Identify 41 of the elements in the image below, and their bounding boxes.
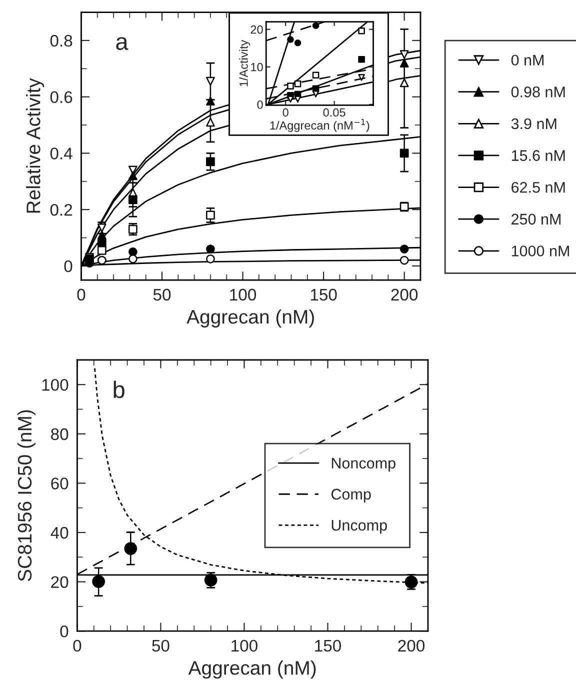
y-axis-title: SC81956 IC50 (nM): [17, 410, 36, 582]
y-tick-label: 0: [257, 100, 263, 109]
x-tick-label: 0.05: [323, 108, 346, 117]
y-tick-label: 10: [251, 62, 263, 72]
y-tick-label: 20: [250, 25, 263, 34]
y-tick-label: 80: [51, 428, 68, 440]
y-tick-label: 0.4: [50, 148, 72, 160]
y-tick-label: 0.6: [50, 91, 72, 104]
x-tick-label: 200: [398, 640, 425, 652]
y-tick-label: 100: [42, 378, 68, 391]
y-tick-label: 40: [50, 526, 68, 539]
x-tick-label: 0: [77, 288, 86, 301]
x-tick-label: 0: [73, 640, 82, 652]
legend-label: 0 nM: [511, 54, 544, 66]
annotation: a: [116, 37, 128, 50]
y-tick-label: 0: [64, 260, 72, 272]
legend-label: Comp: [331, 488, 371, 503]
y-tick-label: 0.2: [50, 204, 72, 216]
x-axis-title: Aggrecan (nM): [186, 309, 314, 328]
x-axis-title: 1/Aggrecan (nM$^{−1}$): [270, 118, 370, 132]
y-tick-label: 0: [60, 625, 68, 638]
y-axis-title: Relative Activity: [26, 78, 44, 213]
x-tick-label: 150: [310, 288, 337, 301]
x-tick-label: 200: [391, 288, 418, 301]
y-axis-title: 1/Activity: [239, 40, 250, 86]
x-axis-title: Aggrecan (nM): [188, 660, 316, 679]
legend-label: Noncomp: [332, 458, 396, 472]
x-tick-label: 50: [153, 288, 171, 301]
y-tick-label: 0.8: [50, 34, 72, 47]
legend-label: 1000 nM: [512, 246, 569, 256]
y-tick-label: 60: [51, 478, 68, 490]
annotation: b: [114, 380, 124, 398]
legend-label: 15.6 nM: [512, 150, 565, 161]
legend-label: 0.98 nM: [511, 86, 565, 98]
x-tick-label: 150: [315, 640, 341, 652]
x-tick-label: 50: [152, 640, 170, 652]
legend-label: 250 nM: [512, 214, 560, 225]
legend-label: 62.5 nM: [512, 182, 565, 193]
y-tick-label: 20: [51, 576, 68, 588]
legend-label: 3.9 nM: [511, 118, 556, 130]
legend-label: Uncomp: [332, 520, 387, 534]
